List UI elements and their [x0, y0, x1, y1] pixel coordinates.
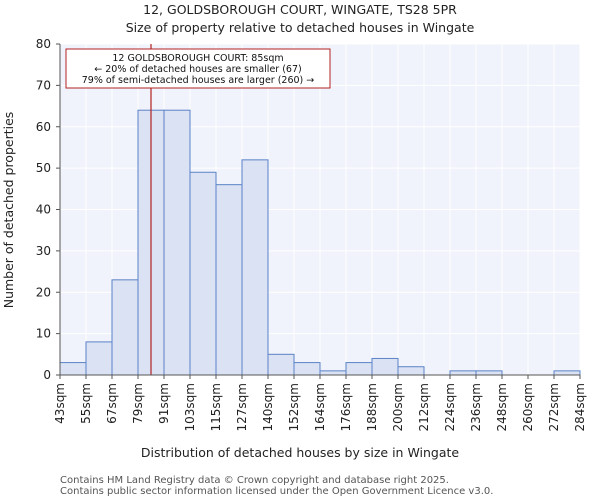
x-tick-label: 79sqm: [131, 383, 145, 424]
x-tick-label: 55sqm: [79, 383, 93, 424]
histogram-bar: [59, 362, 87, 376]
x-tick-label: 248sqm: [495, 383, 509, 431]
x-axis-ticks: 43sqm 55sqm 67sqm 79sqm 91sqm 103sqm 115sqm 127…: [53, 375, 587, 431]
histogram-bar: [189, 171, 217, 376]
x-tick-label: 224sqm: [443, 383, 457, 431]
y-axis-ticks: 0 10 20 30 40 50 60 70 80: [36, 37, 60, 382]
x-tick-label: 164sqm: [313, 383, 327, 431]
x-tick-label: 103sqm: [183, 383, 197, 431]
histogram-bar: [293, 362, 321, 376]
y-tick-label: 20: [36, 285, 51, 299]
histogram-bar: [449, 370, 477, 376]
histogram-bar: [475, 370, 503, 376]
x-tick-label: 260sqm: [521, 383, 535, 431]
histogram-bar: [85, 341, 113, 376]
histogram-bar: [397, 366, 425, 376]
annotation-line-3: 79% of semi-detached houses are larger (…: [82, 75, 315, 86]
chart-title: 12, GOLDSBOROUGH COURT, WINGATE, TS28 5P…: [143, 2, 457, 17]
x-tick-label: 188sqm: [365, 383, 379, 431]
x-tick-label: 272sqm: [547, 383, 561, 431]
histogram-bar: [241, 159, 269, 376]
histogram-bar: [215, 184, 243, 376]
footer-line-2: Contains public sector information licen…: [60, 486, 493, 497]
x-tick-label: 284sqm: [573, 383, 587, 431]
x-tick-label: 200sqm: [391, 383, 405, 431]
x-tick-label: 127sqm: [235, 383, 249, 431]
y-tick-label: 80: [36, 37, 51, 51]
x-tick-label: 91sqm: [157, 383, 171, 424]
x-tick-label: 115sqm: [209, 383, 223, 431]
x-tick-label: 212sqm: [417, 383, 431, 431]
y-axis-label: Number of detached properties: [1, 112, 16, 309]
x-axis-label: Distribution of detached houses by size …: [141, 445, 460, 460]
histogram-bar: [553, 370, 581, 376]
y-tick-label: 60: [36, 120, 51, 134]
x-tick-label: 176sqm: [339, 383, 353, 431]
y-tick-label: 70: [36, 78, 51, 92]
y-tick-label: 0: [43, 368, 51, 382]
histogram-bar: [345, 362, 373, 376]
annotation-box: 12 GOLDSBOROUGH COURT: 85sqm ← 20% of de…: [65, 48, 331, 89]
x-tick-label: 152sqm: [287, 383, 301, 431]
histogram-bar: [111, 279, 139, 376]
x-tick-label: 67sqm: [105, 383, 119, 424]
histogram-bar: [319, 370, 347, 376]
y-tick-label: 40: [36, 203, 51, 217]
chart-subtitle: Size of property relative to detached ho…: [126, 20, 475, 35]
x-tick-label: 140sqm: [261, 383, 275, 431]
y-tick-label: 30: [36, 244, 51, 258]
annotation-frame: [65, 48, 331, 89]
histogram-bar: [371, 357, 399, 376]
y-tick-label: 50: [36, 161, 51, 175]
histogram-bar: [267, 353, 295, 376]
y-tick-label: 10: [36, 327, 51, 341]
footer-line-1: Contains HM Land Registry data © Crown c…: [60, 475, 449, 486]
x-tick-label: 236sqm: [469, 383, 483, 431]
histogram-bars: [59, 109, 581, 376]
histogram-bar: [163, 109, 191, 376]
annotation-line-1: 12 GOLDSBOROUGH COURT: 85sqm: [112, 53, 283, 64]
x-tick-label: 43sqm: [53, 383, 67, 424]
annotation-line-2: ← 20% of detached houses are smaller (67…: [94, 64, 301, 75]
